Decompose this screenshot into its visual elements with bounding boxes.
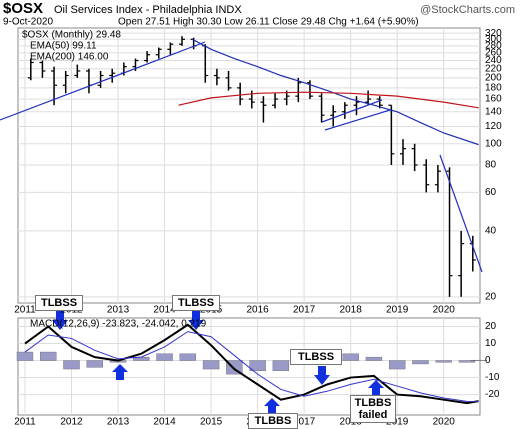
histogram-bar xyxy=(179,353,197,361)
x-tick-label: 2011 xyxy=(14,417,36,428)
x-tick-label: 2014 xyxy=(153,417,176,428)
x-tick-label: 2013 xyxy=(107,305,130,316)
macd-line xyxy=(24,323,479,405)
y-tick-label: 80 xyxy=(485,160,497,171)
arrow xyxy=(112,364,128,380)
symbol: $OSX xyxy=(3,0,43,17)
trendline xyxy=(439,154,483,273)
legend-entry: EMA(200) 146.00 xyxy=(30,52,109,63)
x-tick-label: 2020 xyxy=(433,305,456,316)
arrow xyxy=(52,310,68,330)
arrow xyxy=(264,398,280,414)
histogram-bar xyxy=(249,360,266,371)
x-tick-label: 2011 xyxy=(14,305,36,316)
quote: Open 27.51 High 30.30 Low 26.11 Close 29… xyxy=(118,17,419,28)
y-tick-label: 140 xyxy=(485,106,502,117)
histogram-bar xyxy=(342,353,359,361)
y-tick-label: 200 xyxy=(485,72,502,83)
histogram-bar xyxy=(40,351,57,361)
y-tick-label: 0 xyxy=(485,355,491,366)
annotation: TLBBS xyxy=(248,413,298,429)
y-tick-label: -20 xyxy=(485,389,500,400)
y-tick-label: 120 xyxy=(485,121,502,132)
arrow xyxy=(314,366,330,385)
trendline xyxy=(321,99,383,123)
legend-entry: EMA(50) 99.11 xyxy=(30,41,97,52)
ema-line xyxy=(178,91,479,109)
macd-line xyxy=(24,331,479,402)
x-tick-label: 2018 xyxy=(340,305,363,316)
x-tick-label: 2019 xyxy=(386,305,409,316)
y-tick-label: 260 xyxy=(485,48,502,59)
histogram-bar xyxy=(388,360,406,370)
index-name: Oil Services Index - Philadelphia INDX xyxy=(54,4,242,16)
y-tick-label: 280 xyxy=(485,40,502,51)
histogram-bar xyxy=(63,360,80,370)
credit: @StockCharts.com xyxy=(420,4,515,16)
y-tick-label: 240 xyxy=(485,55,502,66)
histogram-bar xyxy=(365,356,383,361)
histogram-bar xyxy=(458,360,476,363)
trendline xyxy=(324,109,391,131)
y-tick-label: 160 xyxy=(485,94,502,105)
x-tick-label: 2017 xyxy=(293,305,316,316)
x-tick-label: 2017 xyxy=(293,417,316,428)
y-tick-label: 40 xyxy=(485,226,497,237)
y-tick-label: 60 xyxy=(485,187,497,198)
y-tick-label: -10 xyxy=(485,372,500,383)
x-tick-label: 2016 xyxy=(246,305,269,316)
x-tick-label: 2019 xyxy=(386,417,409,428)
x-tick-label: 2014 xyxy=(153,305,176,316)
y-tick-label: 220 xyxy=(485,63,502,74)
histogram-bar xyxy=(202,360,220,370)
histogram-bar xyxy=(272,360,290,371)
annotation: TLBSS xyxy=(172,295,220,311)
y-tick-label: 100 xyxy=(485,138,502,149)
histogram-bar xyxy=(16,351,34,361)
x-tick-label: 2012 xyxy=(60,417,83,428)
annotation: TLBSS xyxy=(35,295,83,311)
y-tick-label: 180 xyxy=(485,83,502,94)
histogram-bar xyxy=(435,360,452,363)
arrow xyxy=(188,310,204,330)
x-tick-label: 2015 xyxy=(200,417,223,428)
histogram-bar xyxy=(412,360,429,365)
y-tick-label: 300 xyxy=(485,34,502,45)
legend-entry: MACD(12,26,9) -23.823, -24.042, 0.219 xyxy=(30,319,207,330)
y-tick-label: 320 xyxy=(485,28,502,39)
annotation: TLBBS failed xyxy=(350,395,396,423)
legend-entry: $OSX (Monthly) 29.48 xyxy=(22,30,121,41)
histogram-bar xyxy=(86,360,103,368)
x-tick-label: 2020 xyxy=(433,417,456,428)
histogram-bar xyxy=(156,353,173,361)
arrow xyxy=(368,380,384,396)
x-tick-label: 2013 xyxy=(107,417,130,428)
arrows xyxy=(52,310,384,414)
ema-line xyxy=(192,38,479,146)
y-tick-label: 20 xyxy=(485,292,497,303)
y-tick-label: 20 xyxy=(485,321,497,332)
date: 9-Oct-2020 xyxy=(3,17,53,28)
trendline xyxy=(0,41,206,121)
y-tick-label: 10 xyxy=(485,338,497,349)
annotation: TLBSS xyxy=(290,349,342,365)
